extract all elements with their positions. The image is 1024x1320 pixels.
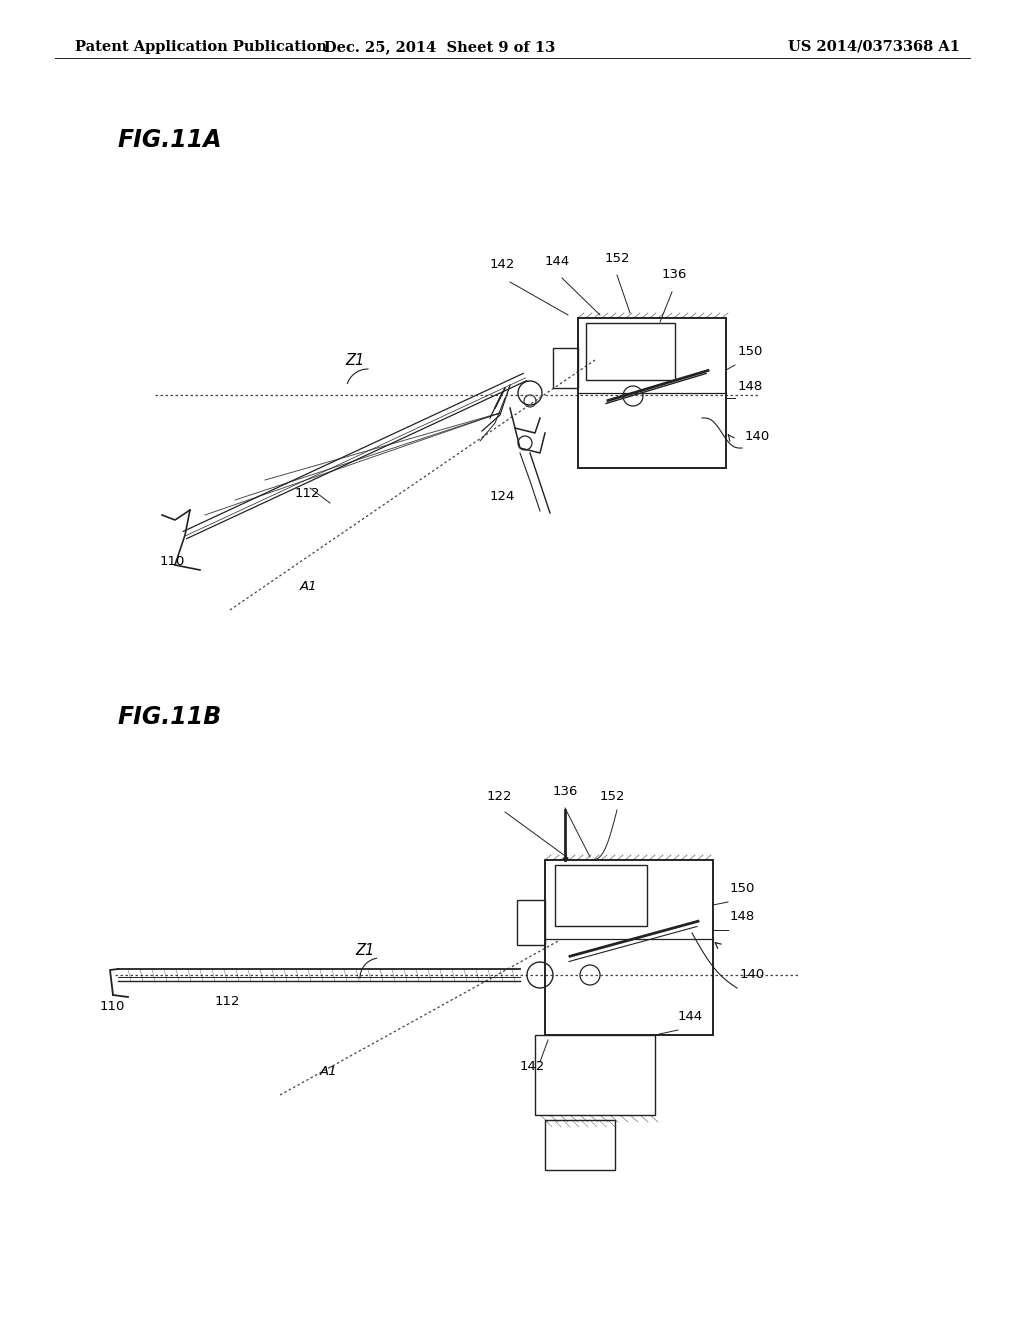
Text: 148: 148 — [738, 380, 763, 393]
Text: US 2014/0373368 A1: US 2014/0373368 A1 — [788, 40, 961, 54]
Text: 112: 112 — [215, 995, 241, 1008]
Text: 148: 148 — [730, 909, 756, 923]
Text: Dec. 25, 2014  Sheet 9 of 13: Dec. 25, 2014 Sheet 9 of 13 — [325, 40, 556, 54]
Text: 112: 112 — [295, 487, 321, 500]
Text: Patent Application Publication: Patent Application Publication — [75, 40, 327, 54]
Bar — [517, 900, 545, 945]
Text: 152: 152 — [600, 789, 626, 803]
Text: 140: 140 — [745, 430, 770, 444]
Text: 150: 150 — [738, 345, 763, 358]
Text: 142: 142 — [490, 257, 515, 271]
Text: 110: 110 — [160, 554, 185, 568]
Text: 122: 122 — [487, 789, 512, 803]
Text: 136: 136 — [553, 785, 579, 799]
Bar — [555, 865, 647, 927]
Text: Z1: Z1 — [345, 352, 365, 368]
Bar — [535, 1035, 655, 1115]
Text: 140: 140 — [740, 968, 765, 981]
Text: 110: 110 — [100, 1001, 125, 1012]
Text: 142: 142 — [520, 1060, 546, 1073]
Text: 152: 152 — [605, 252, 631, 265]
Text: 144: 144 — [678, 1010, 703, 1023]
Text: A1: A1 — [319, 1065, 338, 1078]
Text: 150: 150 — [730, 882, 756, 895]
Bar — [545, 861, 713, 1035]
Bar — [578, 318, 726, 469]
Text: Z1: Z1 — [355, 942, 374, 958]
Bar — [586, 323, 675, 380]
Text: 136: 136 — [662, 268, 687, 281]
Text: FIG.11A: FIG.11A — [117, 128, 221, 152]
Text: FIG.11B: FIG.11B — [117, 705, 221, 729]
Bar — [553, 348, 578, 388]
Text: A1: A1 — [300, 579, 317, 593]
Text: 124: 124 — [490, 490, 515, 503]
Text: 144: 144 — [545, 255, 570, 268]
Bar — [545, 1119, 615, 1170]
